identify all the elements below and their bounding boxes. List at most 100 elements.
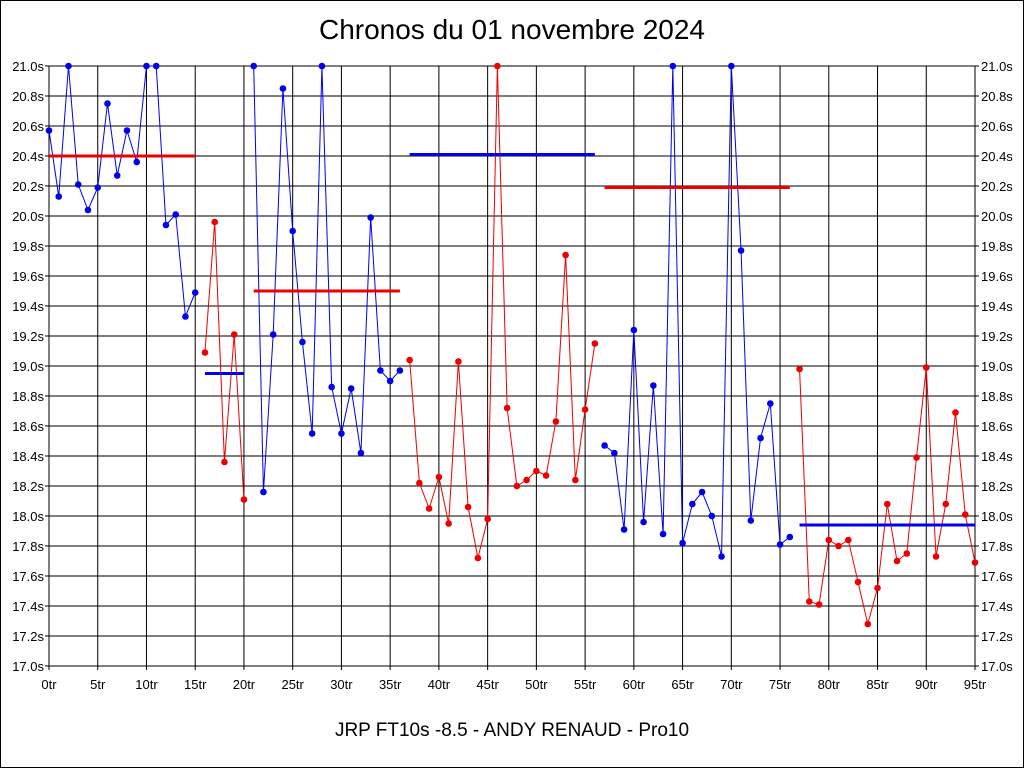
x-tick-label: 20tr [233, 677, 256, 692]
data-point-red [503, 404, 511, 412]
data-point-blue [55, 193, 63, 200]
plot-area [48, 65, 976, 667]
data-point-red [825, 536, 833, 544]
x-tick-label: 15tr [184, 677, 207, 692]
data-point-blue [250, 62, 257, 70]
data-point-red [581, 406, 589, 413]
data-point-blue [299, 338, 306, 346]
y-tick-label-right: 17.0s [981, 659, 1013, 674]
data-point-red [211, 218, 219, 226]
data-point-red [815, 601, 823, 608]
y-tick-label-left: 20.2s [12, 179, 44, 194]
y-tick-label-left: 19.8s [12, 239, 44, 254]
data-point-blue [689, 500, 696, 508]
y-tick-label-left: 18.6s [12, 419, 44, 434]
data-point-blue [630, 326, 638, 334]
y-tick-label-left: 17.4s [12, 599, 44, 614]
data-point-blue [776, 541, 784, 548]
x-tick-label: 5tr [90, 677, 106, 692]
data-point-blue [386, 377, 394, 385]
series-line-blue [253, 65, 401, 493]
x-tick-label: 95tr [964, 677, 987, 692]
data-point-blue [74, 181, 82, 188]
y-tick-label-left: 19.2s [12, 329, 44, 344]
data-point-blue [377, 367, 384, 374]
data-point-blue [152, 62, 160, 70]
data-point-blue [94, 184, 102, 191]
data-point-red [240, 496, 248, 503]
data-point-blue [698, 488, 706, 496]
y-tick-label-right: 19.4s [981, 299, 1013, 314]
data-point-red [572, 476, 579, 484]
y-tick-label-right: 18.6s [981, 419, 1013, 434]
y-tick-label-right: 20.0s [981, 209, 1013, 224]
data-point-red [854, 578, 862, 586]
data-point-blue [279, 85, 287, 92]
x-tick-label: 40tr [428, 677, 451, 692]
y-tick-label-left: 19.0s [12, 359, 44, 374]
x-tick-label: 70tr [720, 677, 743, 692]
x-tick-label: 25tr [281, 677, 304, 692]
data-point-blue [367, 214, 374, 221]
y-tick-label-left: 18.8s [12, 389, 44, 404]
data-point-red [474, 554, 482, 562]
data-point-blue [737, 247, 745, 254]
data-point-blue [318, 62, 326, 70]
data-point-red [201, 349, 209, 356]
y-tick-label-left: 18.2s [12, 479, 44, 494]
data-point-red [961, 511, 969, 518]
data-point-blue [757, 434, 764, 442]
data-point-red [562, 251, 569, 259]
x-tick-label: 45tr [476, 677, 499, 692]
x-tick-label: 75tr [769, 677, 792, 692]
data-point-blue [123, 127, 131, 134]
data-point-red [494, 62, 501, 70]
data-point-blue [172, 211, 180, 218]
data-point-red [932, 553, 940, 560]
data-point-red [513, 482, 521, 490]
y-tick-label-right: 19.6s [981, 269, 1013, 284]
data-point-red [464, 503, 472, 511]
data-point-red [883, 500, 891, 508]
y-tick-label-right: 18.8s [981, 389, 1013, 404]
data-point-red [893, 557, 901, 565]
data-point-blue [191, 289, 199, 296]
data-point-red [425, 505, 433, 512]
y-tick-label-left: 17.8s [12, 539, 44, 554]
data-point-blue [659, 530, 667, 538]
data-point-blue [620, 526, 628, 533]
data-point-blue [767, 400, 774, 407]
data-point-blue [640, 518, 647, 526]
series-line-red [799, 367, 976, 625]
x-tick-label: 0tr [41, 677, 57, 692]
y-tick-label-right: 20.8s [981, 89, 1013, 104]
x-tick-label: 10tr [135, 677, 158, 692]
y-tick-label-right: 19.2s [981, 329, 1013, 344]
y-tick-label-left: 18.0s [12, 509, 44, 524]
y-tick-label-right: 19.8s [981, 239, 1013, 254]
data-point-blue [328, 383, 335, 391]
data-point-blue [308, 430, 316, 437]
data-point-blue [747, 517, 755, 524]
data-point-red [221, 458, 228, 466]
x-tick-label: 85tr [866, 677, 889, 692]
y-tick-label-left: 20.8s [12, 89, 44, 104]
data-point-blue [728, 62, 735, 70]
data-point-red [542, 472, 550, 479]
x-tick-label: 90tr [915, 677, 938, 692]
x-tick-label: 60tr [623, 677, 646, 692]
data-point-red [591, 340, 599, 347]
y-tick-label-right: 17.4s [981, 599, 1013, 614]
y-tick-label-left: 20.4s [12, 149, 44, 164]
data-point-blue [104, 100, 111, 107]
data-point-blue [143, 62, 150, 70]
data-point-red [523, 476, 530, 484]
y-tick-label-right: 18.4s [981, 449, 1013, 464]
y-tick-label-left: 17.6s [12, 569, 44, 584]
data-point-red [913, 454, 920, 461]
data-point-blue [786, 533, 794, 541]
y-tick-label-left: 18.4s [12, 449, 44, 464]
data-point-blue [162, 221, 170, 229]
data-point-red [552, 418, 560, 425]
